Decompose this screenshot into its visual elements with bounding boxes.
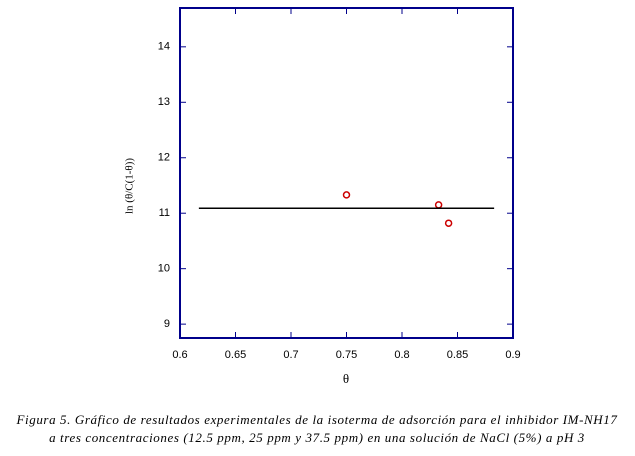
data-point [434,201,443,209]
x-tick-label: 0.75 [336,349,357,361]
y-tick-label: 12 [158,152,170,164]
caption-line: a tres concentraciones (12.5 ppm, 25 ppm… [49,430,585,445]
data-point [444,219,453,227]
x-tick-label: 0.6 [172,349,187,361]
y-tick-label: 14 [158,41,170,53]
y-tick-label: 13 [158,96,170,108]
caption-line: Figura 5. Gráfico de resultados experime… [15,412,617,427]
plot-frame [179,7,514,339]
y-tick-label: 11 [159,207,170,219]
x-tick-label: 0.7 [283,349,298,361]
x-tick-label: 0.8 [394,349,409,361]
y-tick-label: 9 [164,318,170,330]
x-axis-label: θ [343,371,349,386]
x-tick-label: 0.9 [505,349,520,361]
y-axis-label: ln (θ/C(1-θ)) [124,158,136,214]
data-point [342,191,351,199]
y-tick-label: 10 [158,263,170,275]
x-tick-label: 0.65 [225,349,246,361]
x-tick-label: 0.85 [447,349,468,361]
